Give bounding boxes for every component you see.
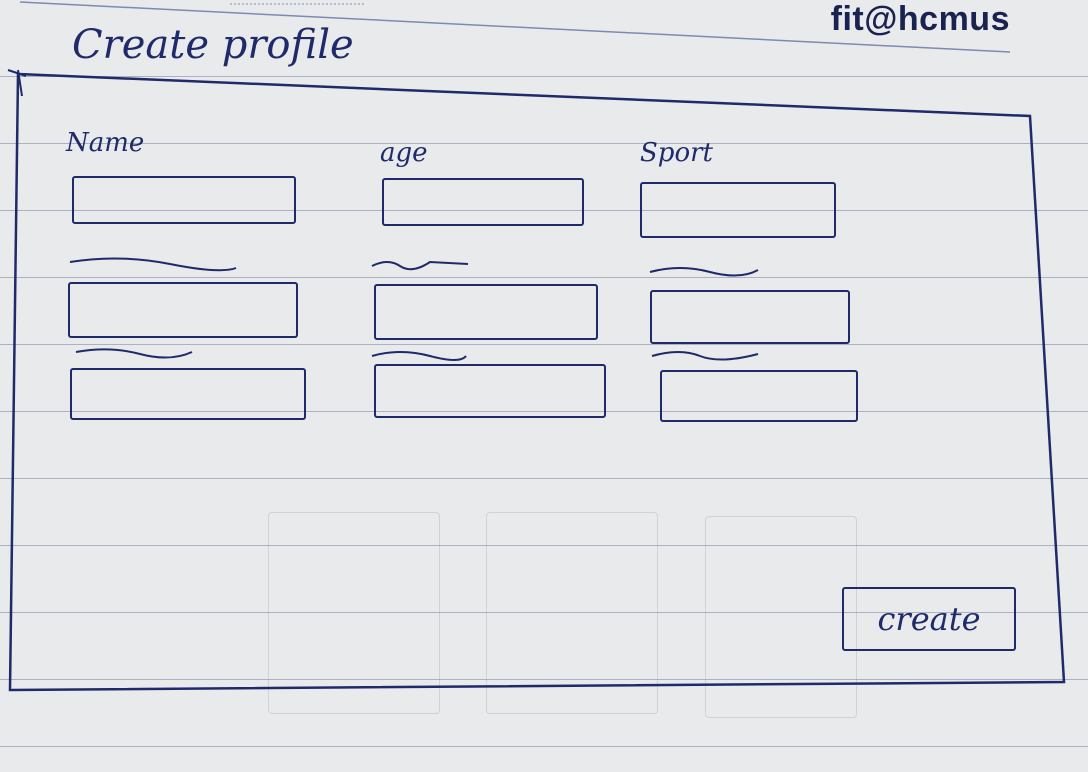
sport-label: Sport [640,138,713,168]
age-field[interactable] [382,178,584,226]
create-button[interactable]: create [842,587,1016,651]
name-field-3[interactable] [70,368,306,420]
name-field[interactable] [72,176,296,224]
header-rule [19,1,1011,53]
name-field-2[interactable] [68,282,298,338]
name-label: Name [66,128,145,158]
age-field-3[interactable] [374,364,606,418]
sport-field-3[interactable] [660,370,858,422]
age-field-2[interactable] [374,284,598,340]
page-title: Create profile [72,22,354,68]
imprint-placeholder [486,512,658,714]
sport-field[interactable] [640,182,836,238]
sport-field-2[interactable] [650,290,850,344]
age-label: age [380,138,428,168]
imprint-placeholder [268,512,440,714]
brand-logo: fit@hcmus [830,0,1010,38]
imprint-placeholder [705,516,857,718]
